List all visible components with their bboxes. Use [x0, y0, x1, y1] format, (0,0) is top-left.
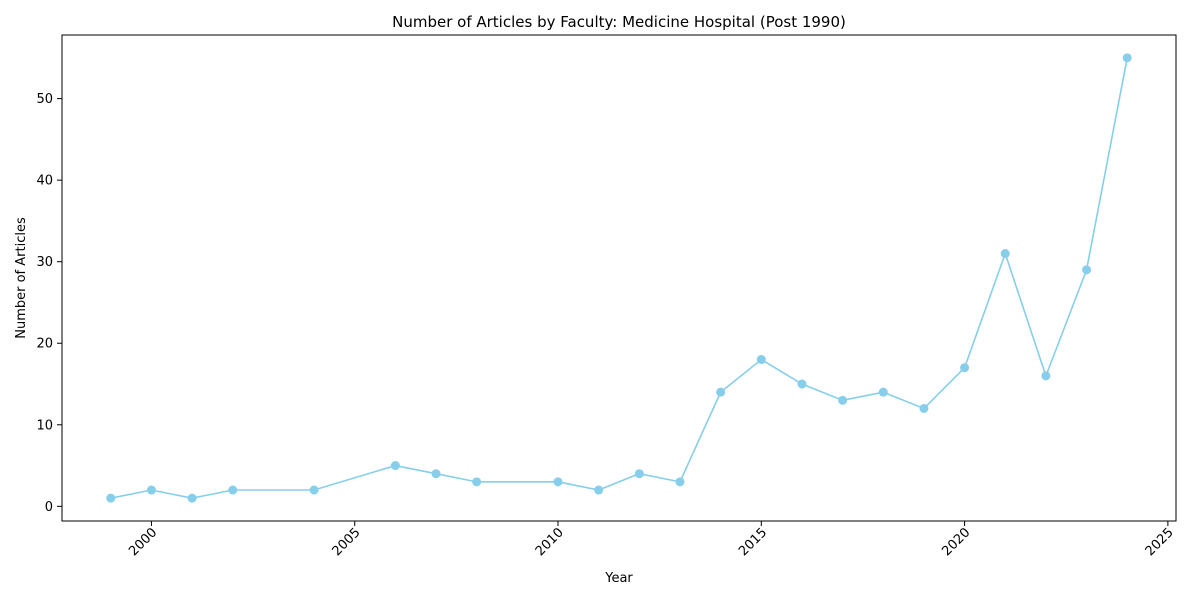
y-tick-label: 20 [36, 337, 53, 352]
data-point [106, 493, 116, 503]
data-point [919, 403, 929, 413]
y-tick-label: 50 [36, 92, 53, 107]
data-point [431, 469, 441, 479]
x-tick-label: 2010 [533, 525, 567, 559]
x-tick-label: 2020 [939, 525, 973, 559]
data-point [878, 387, 888, 397]
data-point [228, 485, 238, 495]
series-line [110, 57, 1128, 499]
x-tick-label: 2000 [126, 525, 160, 559]
y-tick-label: 30 [36, 255, 53, 270]
data-point [1000, 249, 1010, 259]
x-axis-label: Year [604, 571, 633, 586]
y-axis-label: Number of Articles [14, 217, 29, 339]
data-point [838, 395, 848, 405]
data-point [634, 469, 644, 479]
data-point [1082, 265, 1092, 275]
x-tick-label: 2015 [736, 525, 770, 559]
data-point [1122, 53, 1132, 63]
y-tick-label: 10 [36, 418, 53, 433]
data-point [187, 493, 197, 503]
data-point [472, 477, 482, 487]
data-point [1041, 371, 1051, 381]
plot-area: 0 10 20 30 40 50 2000 2005 2010 2015 2020 2025 [36, 34, 1177, 559]
data-point [716, 387, 726, 397]
data-point [756, 355, 766, 365]
data-point [797, 379, 807, 389]
data-point [553, 477, 563, 487]
data-point [960, 363, 970, 373]
data-point [146, 485, 156, 495]
chart-title: Number of Articles by Faculty: Medicine … [392, 13, 846, 31]
x-tick-label: 2025 [1143, 525, 1177, 559]
data-point [390, 461, 400, 471]
plot-frame [61, 34, 1177, 522]
x-tick-label: 2005 [330, 525, 364, 559]
data-point [675, 477, 685, 487]
y-tick-label: 0 [45, 500, 53, 515]
data-point [309, 485, 319, 495]
data-point [594, 485, 604, 495]
y-tick-label: 40 [36, 174, 53, 189]
